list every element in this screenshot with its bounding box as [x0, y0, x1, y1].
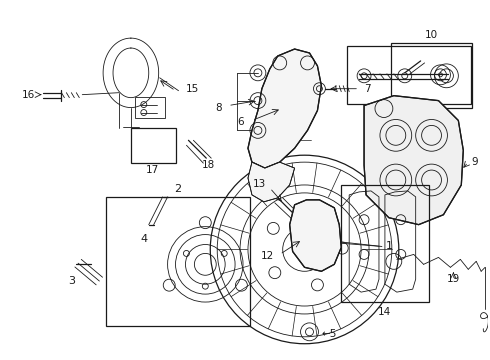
Text: 9: 9	[471, 157, 478, 167]
Bar	[391, 43, 472, 108]
Text: 18: 18	[202, 160, 215, 170]
Text: 11: 11	[402, 108, 416, 118]
Text: 8: 8	[216, 103, 222, 113]
Text: 4: 4	[140, 234, 147, 244]
Text: 15: 15	[185, 84, 199, 94]
Text: 14: 14	[378, 307, 392, 317]
Bar	[135, 96, 165, 118]
Text: ←5: ←5	[321, 329, 337, 339]
Text: 13: 13	[252, 179, 266, 189]
Text: 2: 2	[174, 184, 181, 194]
Text: 16: 16	[22, 90, 35, 100]
Text: 10: 10	[425, 30, 438, 40]
Bar	[106, 197, 250, 326]
Polygon shape	[364, 96, 464, 225]
Text: 19: 19	[447, 274, 460, 284]
Bar	[347, 46, 471, 104]
Text: 17: 17	[146, 165, 159, 175]
Text: 3: 3	[68, 276, 75, 286]
Bar	[341, 185, 429, 302]
Bar	[131, 129, 175, 163]
Text: 7: 7	[364, 84, 371, 94]
Polygon shape	[248, 49, 321, 168]
Text: 6: 6	[237, 117, 244, 127]
Text: 12: 12	[261, 251, 274, 261]
Polygon shape	[248, 162, 294, 202]
Text: 1: 1	[385, 242, 392, 252]
Polygon shape	[290, 200, 341, 271]
